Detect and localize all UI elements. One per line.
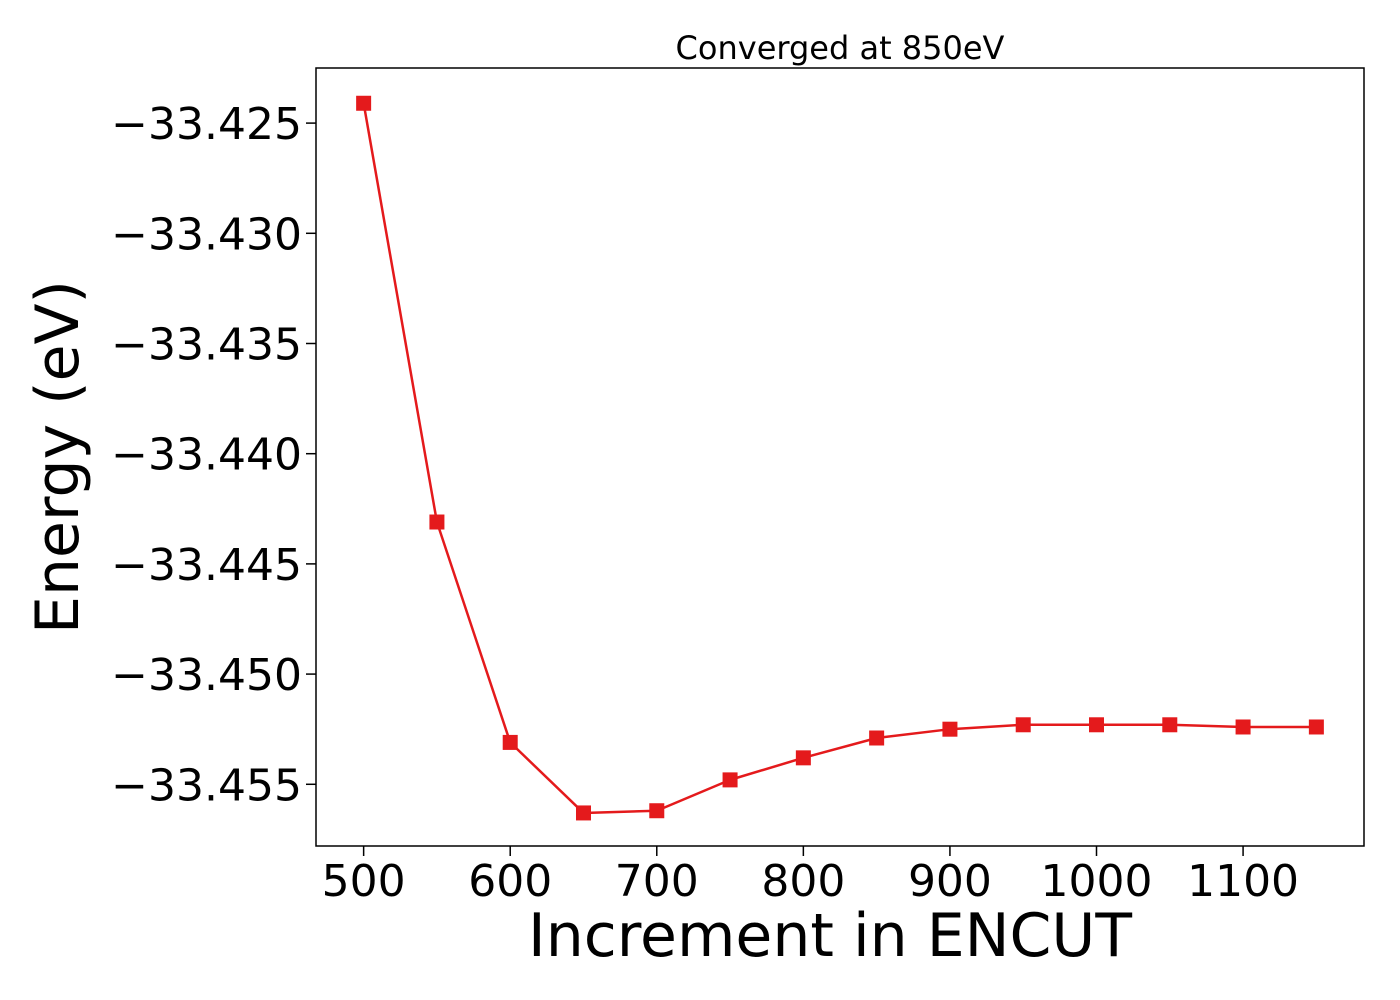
series-energy [356,95,1324,821]
data-point-marker [356,95,372,111]
x-tick-label: 1000 [1041,856,1153,907]
data-point-marker [1089,717,1105,733]
y-tick-label: −33.435 [111,319,302,370]
y-tick-label: −33.450 [111,650,302,701]
x-tick-label: 500 [322,856,406,907]
y-tick-label: −33.430 [111,209,302,260]
data-point-marker [429,514,445,530]
data-point-marker [1308,719,1324,735]
chart-title: Converged at 850eV [676,29,1005,67]
data-point-marker [795,750,811,766]
series-line [362,103,1317,815]
x-tick-label: 800 [761,856,845,907]
data-point-marker [575,805,591,821]
y-axis-title: Energy (eV) [23,280,93,634]
data-point-marker [1235,719,1251,735]
y-tick-label: −33.425 [111,99,302,150]
y-axis-ticks: −33.425 −33.430 −33.435 −33.440 −33.445 −33.4… [111,99,316,811]
data-point-marker [722,772,738,788]
plot-frame [315,67,1365,847]
x-axis-ticks: 500 600 700 800 900 1000 1100 [322,846,1299,907]
x-tick-label: 600 [468,856,552,907]
x-tick-label: 900 [908,856,992,907]
data-point-marker [869,730,885,746]
y-tick-label: −33.445 [111,540,302,591]
data-point-marker [1162,717,1178,733]
data-point-marker [649,803,665,819]
x-tick-label: 700 [615,856,699,907]
x-axis-title: Increment in ENCUT [528,901,1132,971]
y-tick-label: −33.455 [111,760,302,811]
data-point-marker [942,721,958,737]
data-point-marker [502,734,518,750]
data-point-marker [1015,717,1031,733]
y-tick-label: −33.440 [111,430,302,481]
x-tick-label: 1100 [1187,856,1299,907]
